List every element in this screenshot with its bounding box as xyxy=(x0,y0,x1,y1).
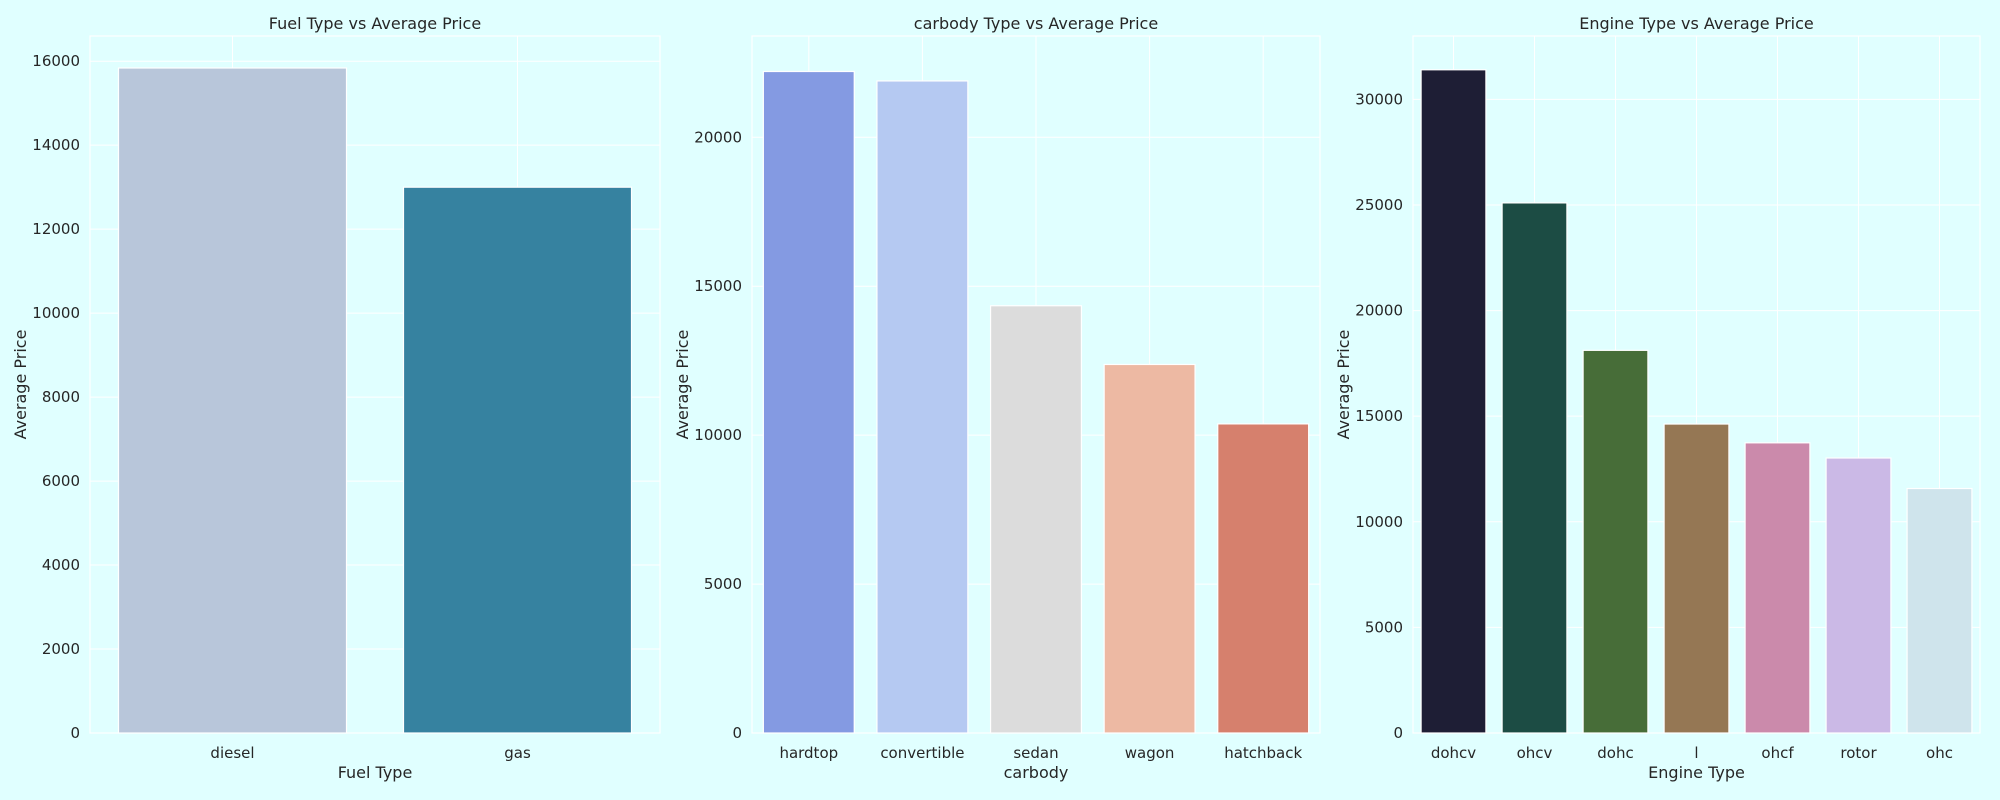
chart-panel-3: 0 5000 10000 15000 20000 25000 30000 dohcv ohcv d… xyxy=(1334,14,1981,782)
y-tick-label: 20000 xyxy=(1355,302,1403,320)
bar-dohcv[interactable] xyxy=(1420,69,1487,734)
bar-rotor[interactable] xyxy=(1825,457,1892,734)
x-axis-label: Fuel Type xyxy=(338,763,413,782)
bar-hardtop[interactable] xyxy=(762,70,855,734)
x-tick-label: dohc xyxy=(1597,744,1633,762)
y-tick-label: 2000 xyxy=(42,640,80,658)
x-tick-label: hardtop xyxy=(779,744,838,762)
y-tick-label: 12000 xyxy=(32,220,80,238)
bar-convertible[interactable] xyxy=(876,80,969,734)
bar-hatchback[interactable] xyxy=(1217,423,1310,734)
y-tick-label: 16000 xyxy=(32,52,80,70)
y-tick-label: 8000 xyxy=(42,388,80,406)
y-axis-label: Average Price xyxy=(673,330,692,440)
y-tick-label: 0 xyxy=(1393,724,1403,742)
x-tick-label: l xyxy=(1694,744,1698,762)
y-tick-label: 20000 xyxy=(694,128,742,146)
chart-title: carbody Type vs Average Price xyxy=(914,14,1158,33)
bar-gas[interactable] xyxy=(402,186,633,734)
y-tick-label: 5000 xyxy=(704,575,742,593)
bar-ohc[interactable] xyxy=(1906,487,1973,734)
chart-panel-2: 0 5000 10000 15000 20000 hardtop convertible se… xyxy=(673,14,1321,782)
x-axis-label: Engine Type xyxy=(1648,763,1745,782)
y-axis-label: Average Price xyxy=(11,330,30,440)
y-axis-label: Average Price xyxy=(1334,330,1353,440)
x-tick-label: dohcv xyxy=(1431,744,1476,762)
x-tick-label: ohcf xyxy=(1761,744,1794,762)
bar-ohcv[interactable] xyxy=(1501,202,1568,734)
x-tick-label: convertible xyxy=(880,744,964,762)
bar-sedan[interactable] xyxy=(989,305,1083,734)
x-tick-label: gas xyxy=(504,744,531,762)
chart-title: Engine Type vs Average Price xyxy=(1579,14,1813,33)
y-tick-label: 4000 xyxy=(42,556,80,574)
x-tick-label: sedan xyxy=(1013,744,1058,762)
y-tick-label: 15000 xyxy=(694,277,742,295)
y-tick-label: 10000 xyxy=(1355,513,1403,531)
x-tick-label: ohcv xyxy=(1517,744,1553,762)
x-tick-label: rotor xyxy=(1840,744,1877,762)
bar-wagon[interactable] xyxy=(1103,363,1196,734)
y-tick-label: 10000 xyxy=(32,304,80,322)
x-tick-label: ohc xyxy=(1926,744,1953,762)
chart-title: Fuel Type vs Average Price xyxy=(269,14,481,33)
bar-dohc[interactable] xyxy=(1582,349,1649,734)
bar-ohcf[interactable] xyxy=(1744,442,1811,734)
y-tick-label: 5000 xyxy=(1365,618,1403,636)
bar-diesel[interactable] xyxy=(117,67,348,734)
y-tick-label: 30000 xyxy=(1355,90,1403,108)
bar-l[interactable] xyxy=(1663,423,1730,734)
y-tick-label: 15000 xyxy=(1355,407,1403,425)
x-tick-label: hatchback xyxy=(1224,744,1302,762)
chart-panel-1: 0 2000 4000 6000 8000 10000 12000 14000 16000 die… xyxy=(11,14,661,782)
y-tick-label: 0 xyxy=(70,724,80,742)
x-tick-label: wagon xyxy=(1125,744,1175,762)
y-tick-label: 14000 xyxy=(32,136,80,154)
y-tick-label: 25000 xyxy=(1355,196,1403,214)
x-axis-label: carbody xyxy=(1004,763,1069,782)
y-tick-label: 10000 xyxy=(694,426,742,444)
y-tick-label: 6000 xyxy=(42,472,80,490)
x-tick-label: diesel xyxy=(210,744,254,762)
y-tick-label: 0 xyxy=(732,724,742,742)
